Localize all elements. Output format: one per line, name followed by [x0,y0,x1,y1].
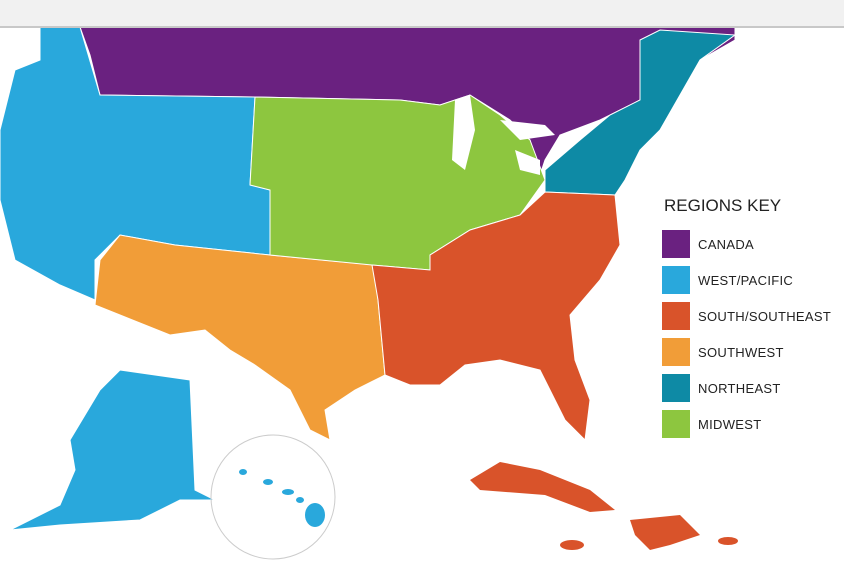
northeast-region [544,29,737,196]
map [0,28,738,560]
legend-label: WEST/PACIFIC [698,272,794,288]
legend: REGIONS KEY CANADA WEST/PACIFIC SOUTH/SOUT… [662,196,831,446]
legend-row: WEST/PACIFIC [662,266,831,294]
legend-title: REGIONS KEY [664,196,782,215]
legend-swatch [662,410,690,438]
alaska [9,369,216,531]
hawaii [239,469,325,527]
legend-label: NORTHEAST [698,380,781,396]
legend-row: SOUTH/SOUTHEAST [662,302,831,330]
legend-swatch [662,374,690,402]
legend-row: NORTHEAST [662,374,831,402]
legend-swatch [662,302,690,330]
west-region [0,28,271,301]
hawaii-inset [210,434,336,560]
great-lakes [452,95,555,175]
legend-label: MIDWEST [698,416,762,432]
top-bar [0,0,844,28]
legend-swatch [662,266,690,294]
legend-row: MIDWEST [662,410,831,438]
south-region [371,191,621,442]
caribbean [470,462,738,550]
legend-row: SOUTHWEST [662,338,831,366]
legend-label: SOUTH/SOUTHEAST [698,308,832,324]
legend-swatch [662,338,690,366]
legend-label: SOUTHWEST [698,344,784,360]
legend-row: CANADA [662,230,831,258]
legend-swatch [662,230,690,258]
legend-label: CANADA [698,236,754,252]
